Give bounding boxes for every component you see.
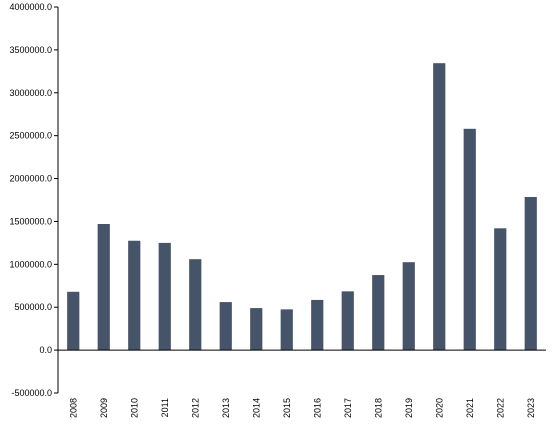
bars [67,63,537,351]
x-tick-label: 2017 [343,398,353,418]
x-tick-label: 2011 [160,398,170,417]
x-tick-label: 2013 [221,398,231,418]
bar-2011 [158,242,171,351]
bar-2023 [524,196,537,351]
y-tick-label: 1500000.0 [9,216,52,226]
bar-2013 [219,302,232,351]
bar-2014 [250,308,263,351]
x-tick-label: 2015 [282,398,292,418]
bar-2008 [67,291,80,351]
y-tick-label: 0.0 [39,345,52,355]
y-tick-label: 3500000.0 [9,45,52,55]
bar-2021 [463,128,476,351]
bar-2019 [402,262,415,351]
x-tick-label: 2014 [251,398,261,418]
x-tick-label: 2019 [404,398,414,418]
x-tick-label: 2009 [99,398,109,418]
y-tick-label: 500000.0 [14,302,52,312]
bar-2020 [433,63,446,351]
y-tick-label: 3000000.0 [9,88,52,98]
x-tick-label: 2023 [526,398,536,418]
y-axis: 4000000.0 3500000.0 3000000.0 2500000.0 2000… [9,2,59,398]
y-tick-label: -500000.0 [11,388,52,398]
bar-2010 [128,240,141,351]
bar-2017 [341,291,354,351]
x-tick-label: 2021 [465,398,475,418]
y-tick-label: 4000000.0 [9,2,52,12]
bar-2018 [372,275,385,351]
y-tick-label: 2500000.0 [9,131,52,141]
x-tick-label: 2008 [68,398,78,418]
bar-2012 [189,259,202,351]
x-tick-label: 2016 [312,398,322,418]
x-tick-label: 2010 [129,398,139,418]
bar-2016 [311,299,324,351]
bar-2009 [97,224,110,351]
x-tick-label: 2022 [495,398,505,418]
x-tick-label: 2012 [190,398,200,418]
bar-2022 [494,228,507,351]
y-tick-label: 2000000.0 [9,174,52,184]
x-tick-label: 2020 [434,398,444,418]
x-tick-label: 2018 [373,398,383,418]
y-tick-label: 1000000.0 [9,259,52,269]
bar-2015 [280,309,293,351]
x-axis: 2008 2009 2010 2011 2012 2013 2014 2015 2016 2017… [58,349,546,418]
